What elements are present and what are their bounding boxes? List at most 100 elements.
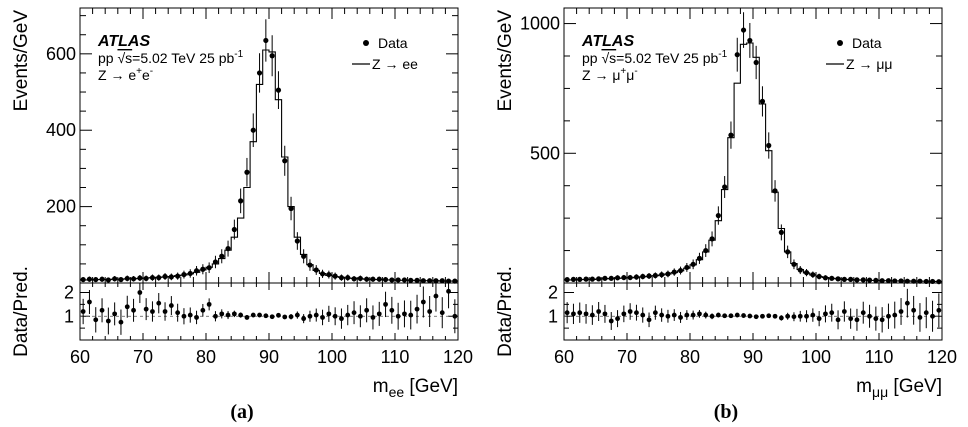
- ratio-point: [854, 317, 860, 323]
- data-point: [570, 276, 577, 282]
- data-point: [93, 276, 99, 283]
- x-tick-label: 100: [317, 347, 347, 367]
- ratio-point: [288, 314, 294, 320]
- data-point: [810, 272, 816, 278]
- data-point: [288, 205, 294, 212]
- data-point: [118, 276, 124, 283]
- data-point: [445, 278, 452, 284]
- ratio-point: [357, 313, 363, 319]
- ratio-point: [816, 316, 822, 322]
- data-point: [439, 278, 445, 284]
- ratio-point: [791, 314, 797, 320]
- ratio-point: [112, 311, 118, 317]
- panel-label: (a): [230, 401, 253, 423]
- y-tick-label: 600: [46, 44, 76, 64]
- ratio-point: [269, 314, 275, 320]
- ratio-point: [867, 313, 872, 319]
- x-tick-label: 90: [743, 347, 763, 367]
- ratio-point: [571, 311, 576, 317]
- ratio-point: [873, 316, 879, 322]
- ratio-point: [389, 307, 395, 313]
- ratio-point: [886, 313, 891, 319]
- panel-b: 60 70 80 90 100 110 120 500 1000 1 2 ATLAS pp √s=5.0…: [484, 0, 968, 427]
- prediction-histogram: [564, 42, 942, 282]
- ratio-point: [181, 313, 187, 319]
- info-line-2: Z → e+e-: [98, 66, 153, 83]
- ratio-point: [892, 312, 898, 318]
- legend-data-label: Data: [852, 35, 882, 51]
- data-point: [904, 278, 910, 284]
- data-point: [414, 277, 420, 283]
- atlas-label: ATLAS: [97, 33, 150, 50]
- ratio-point: [810, 312, 816, 318]
- data-point: [250, 127, 256, 133]
- data-point: [791, 261, 797, 267]
- data-point: [753, 59, 759, 66]
- data-point: [766, 142, 772, 149]
- data-point: [256, 70, 263, 76]
- data-point: [772, 188, 778, 194]
- data-point: [200, 266, 206, 272]
- y-tick-label: 200: [46, 197, 76, 217]
- info-line-1: pp √s=5.02 TeV 25 pb-1: [582, 49, 728, 66]
- ratio-point: [137, 290, 143, 295]
- ratio-point: [383, 301, 388, 307]
- data-point: [797, 267, 803, 273]
- ratio-point: [339, 316, 344, 322]
- ratio-point: [282, 314, 288, 320]
- data-point: [376, 276, 382, 282]
- data-point: [671, 269, 677, 275]
- data-point: [382, 276, 389, 283]
- ratio-point: [797, 313, 803, 319]
- data-point: [602, 275, 608, 281]
- ratio-point: [131, 307, 136, 313]
- data-point: [627, 274, 633, 281]
- data-point: [633, 274, 640, 280]
- data-point: [206, 265, 212, 271]
- ratio-point: [577, 310, 583, 316]
- ratio-point: [244, 315, 250, 320]
- ratio-point: [301, 316, 307, 322]
- data-point: [873, 277, 879, 284]
- x-tick-label: 110: [381, 347, 410, 367]
- data-point: [137, 275, 143, 281]
- ratio-axis-title: Data/Pred.: [495, 266, 516, 357]
- ratio-point: [93, 317, 99, 323]
- ratio-point: [596, 309, 602, 314]
- ratio-point: [175, 310, 181, 316]
- info-line-2: Z → μ+μ-: [582, 66, 638, 83]
- ratio-point: [608, 318, 614, 324]
- ratio-point: [778, 315, 784, 321]
- data-point: [690, 261, 696, 267]
- data-point: [130, 276, 137, 282]
- ratio-point: [80, 309, 86, 314]
- data-point: [740, 27, 747, 33]
- ratio-point: [753, 314, 759, 320]
- data-point: [722, 184, 728, 190]
- data-point: [785, 249, 791, 255]
- data-point: [696, 255, 703, 261]
- ratio-point: [156, 300, 162, 306]
- data-point: [715, 212, 721, 219]
- data-point: [351, 276, 357, 282]
- ratio-point: [923, 310, 929, 316]
- data-point: [929, 278, 936, 285]
- data-point: [734, 52, 740, 58]
- x-axis-title: mμμ [GeV]: [856, 376, 942, 400]
- data-point: [307, 262, 313, 268]
- data-point: [885, 278, 892, 284]
- ratio-point: [911, 307, 917, 313]
- data-point: [917, 278, 923, 284]
- ratio-point: [804, 313, 809, 319]
- ratio-point: [200, 307, 206, 313]
- ratio-point: [734, 312, 740, 318]
- legend-data-marker: [363, 40, 369, 46]
- data-point: [577, 276, 583, 282]
- data-point: [193, 268, 200, 274]
- ratio-point: [446, 288, 451, 294]
- ratio-point: [118, 319, 124, 325]
- ratio-point: [124, 304, 130, 310]
- data-point: [684, 264, 690, 271]
- ratio-point: [835, 317, 841, 323]
- legend-prediction-label: Z → ee: [372, 56, 418, 72]
